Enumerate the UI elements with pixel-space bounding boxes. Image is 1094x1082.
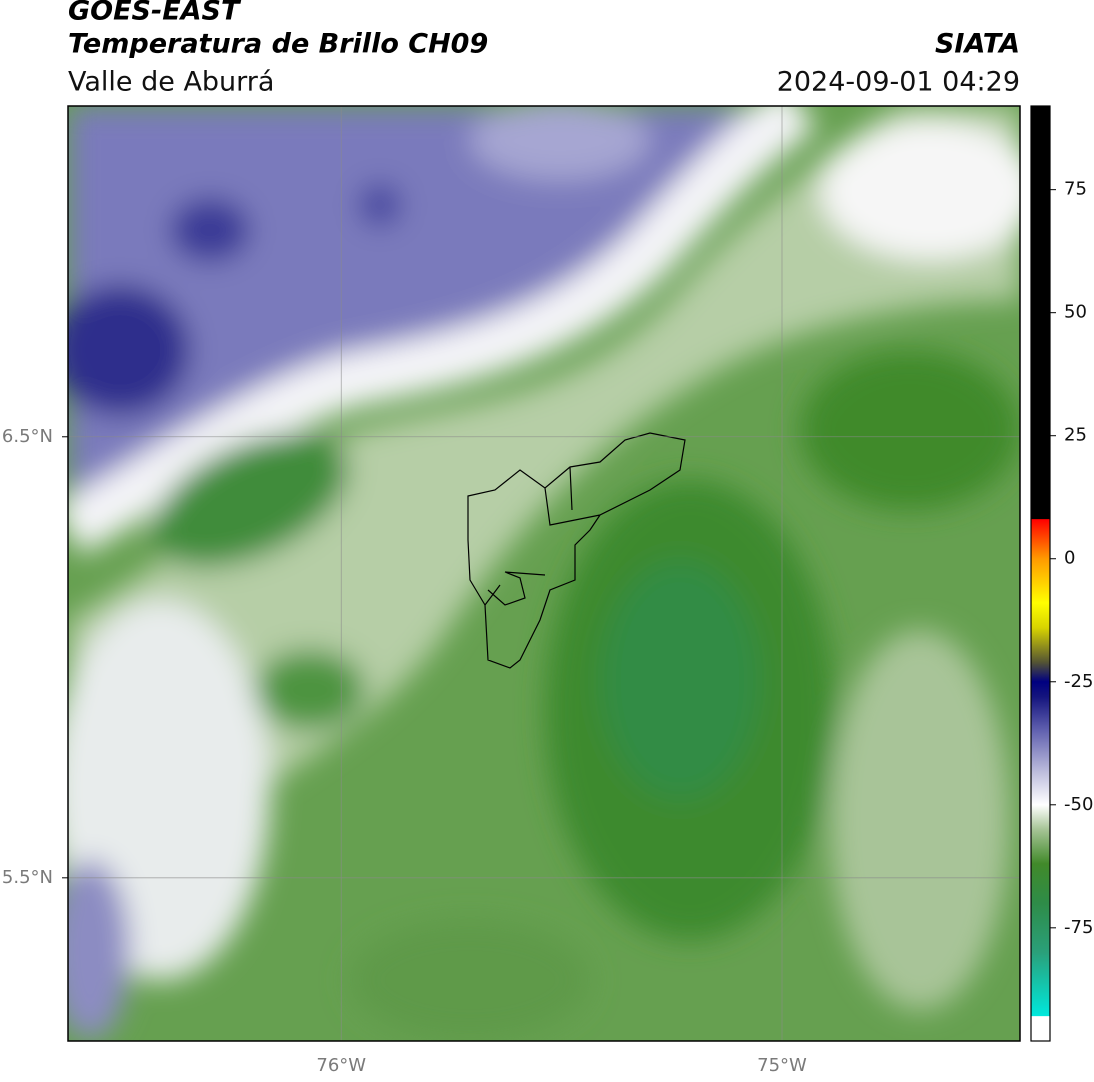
- colorbar-tick-label: -25: [1064, 671, 1093, 692]
- y-tick-label: 6.5°N: [2, 426, 53, 447]
- satellite-image: [68, 106, 1020, 1041]
- colorbar-tick-label: 0: [1064, 548, 1075, 569]
- colorbar: [1030, 105, 1051, 1042]
- colorbar-tick-label: 75: [1064, 179, 1087, 200]
- basin-outline: [467, 432, 686, 669]
- y-tick-label: 5.5°N: [2, 867, 53, 888]
- map-frame: [67, 105, 1021, 1042]
- source: SIATA: [935, 29, 1020, 60]
- x-tick-label: 76°W: [316, 1055, 366, 1076]
- x-tick-label: 75°W: [757, 1055, 807, 1076]
- title: GOES-EAST: [68, 0, 242, 27]
- region: Valle de Aburrá: [68, 67, 274, 98]
- colorbar-tick-label: -50: [1064, 794, 1093, 815]
- datetime: 2024-09-01 04:29: [777, 67, 1020, 98]
- colorbar-tick-label: 50: [1064, 302, 1087, 323]
- colorbar-tick-label: 25: [1064, 425, 1087, 446]
- subtitle: Temperatura de Brillo CH09: [68, 29, 488, 60]
- colorbar-tick-label: -75: [1064, 917, 1093, 938]
